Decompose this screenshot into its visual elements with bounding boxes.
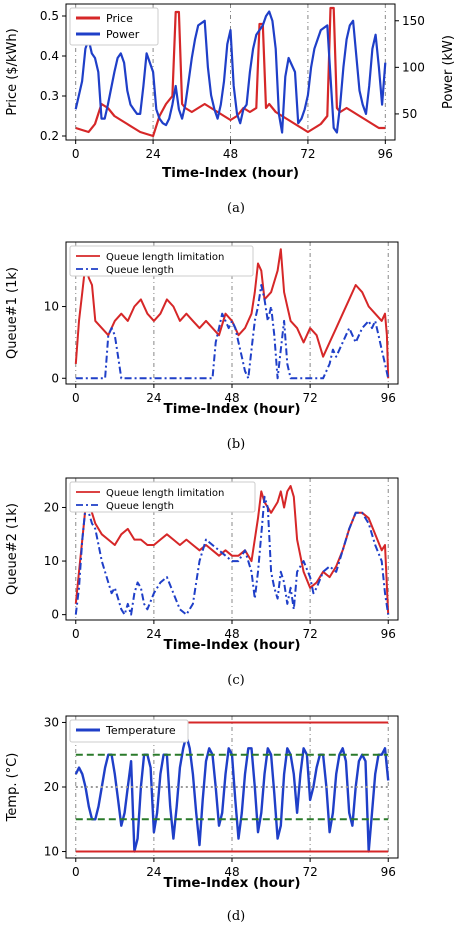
series-line-queue-length-limitation [74, 248, 390, 379]
y-axis-label: Queue#1 (1k) [5, 267, 20, 359]
y-axis-label: Queue#2 (1k) [5, 503, 20, 595]
panel-caption: (c) [227, 673, 244, 688]
x-axis-label: Time-Index (hour) [162, 165, 299, 181]
x-tick-label: 48 [224, 865, 239, 879]
x-tick-label: 48 [224, 391, 239, 405]
plot-area [74, 485, 390, 616]
x-tick-label: 48 [223, 147, 238, 161]
panel-caption: (b) [227, 437, 245, 452]
x-tick-label: 24 [146, 865, 161, 879]
x-tick-label: 24 [145, 147, 160, 161]
legend-label: Queue length [106, 265, 174, 276]
y-tick-label: 0.4 [40, 49, 59, 63]
x-axis-label: Time-Index (hour) [163, 401, 300, 417]
x-tick-label: 24 [146, 391, 161, 405]
y-right-tick-label: 150 [402, 14, 425, 28]
y-right-tick-label: 100 [402, 60, 425, 74]
chart-panel-a: 0 24 48 72 96 0.2 0.3 0.4 0.5 50 100 150 Power (kW) P… [5, 3, 456, 216]
panel-caption: (a) [227, 201, 245, 216]
plot-area [74, 248, 390, 380]
legend-label: Queue length limitation [106, 252, 224, 263]
chart-panel-c: 0 24 48 72 96 0 10 20 Queue#2 (1k) Time-Index (ho… [5, 477, 399, 688]
series-line-queue-length [74, 495, 390, 616]
y-tick-label: 20 [44, 500, 59, 514]
x-tick-label: 0 [72, 627, 80, 641]
legend-label: Price [106, 12, 133, 25]
y-tick-label: 0 [51, 371, 59, 385]
y-axis-label: Temp. (°C) [5, 753, 20, 823]
plot-area [74, 6, 387, 138]
y-tick-label: 10 [44, 845, 59, 859]
chart-panel-b: 0 24 48 72 96 0 10 Queue#1 (1k) Time-Index (hour… [5, 241, 399, 452]
y-tick-label: 0.3 [40, 89, 59, 103]
legend-label: Queue length limitation [106, 488, 224, 499]
legend-label: Temperature [105, 724, 176, 737]
x-tick-label: 0 [72, 865, 80, 879]
y-tick-label: 10 [44, 300, 59, 314]
legend-box [69, 245, 254, 277]
series-line-queue-length-limitation [74, 485, 390, 615]
x-tick-label: 72 [302, 627, 317, 641]
x-tick-label: 24 [146, 627, 161, 641]
series-line-power [74, 10, 387, 134]
y-tick-label: 30 [44, 715, 59, 729]
legend-label: Power [106, 28, 140, 41]
y-axis-label: Price ($/kWh) [5, 28, 20, 115]
x-tick-label: 96 [378, 147, 393, 161]
legend-box [69, 719, 189, 743]
x-tick-label: 0 [72, 147, 80, 161]
chart-panel-d: 0 24 48 72 96 10 20 30 Temp. (°C) Time-Index (hou… [5, 715, 399, 924]
y-right-tick-label: 50 [402, 107, 417, 121]
series-line-queue-length [75, 284, 390, 380]
y-tick-label: 10 [44, 554, 59, 568]
x-tick-label: 48 [224, 627, 239, 641]
x-tick-label: 96 [381, 865, 396, 879]
y-tick-label: 0.5 [40, 9, 59, 23]
x-tick-label: 72 [300, 147, 315, 161]
x-axis-label: Time-Index (hour) [163, 637, 300, 653]
x-tick-label: 96 [381, 627, 396, 641]
y-tick-label: 0 [51, 608, 59, 622]
y-tick-label: 0.2 [40, 129, 59, 143]
x-tick-label: 0 [72, 391, 80, 405]
x-axis-label: Time-Index (hour) [163, 875, 300, 891]
plot-area [74, 721, 390, 853]
x-tick-label: 72 [302, 865, 317, 879]
panel-caption: (d) [227, 909, 245, 924]
legend-label: Queue length [106, 501, 174, 512]
legend-box [69, 481, 256, 513]
y-tick-label: 20 [44, 780, 59, 794]
y-axis-right-label: Power (kW) [441, 35, 456, 109]
x-tick-label: 96 [381, 391, 396, 405]
x-tick-label: 72 [302, 391, 317, 405]
